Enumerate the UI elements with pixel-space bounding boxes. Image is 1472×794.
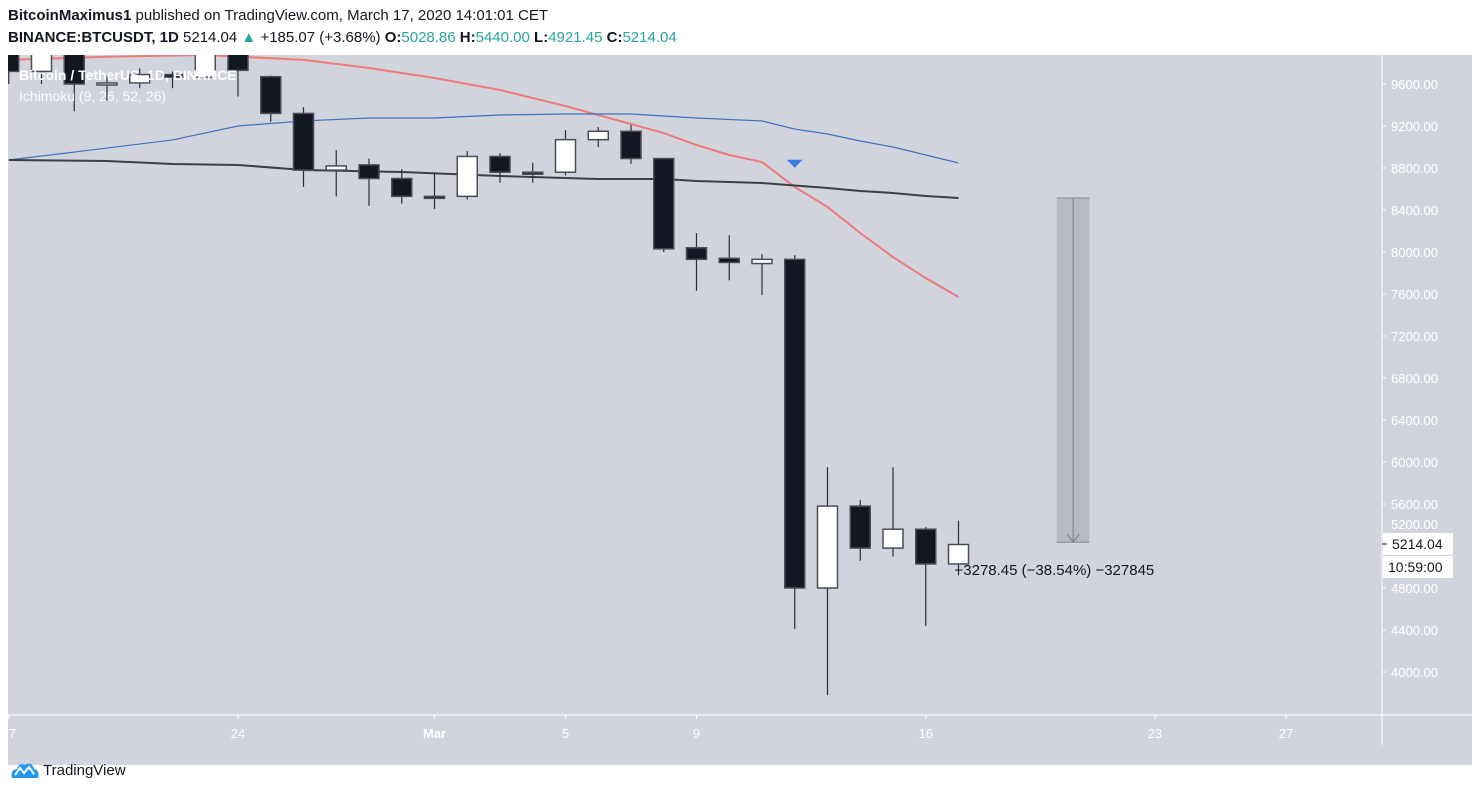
y-tick-label: 6400.00 <box>1391 413 1438 428</box>
y-tick-label: 9600.00 <box>1391 77 1438 92</box>
x-tick-label: 27 <box>1279 726 1293 741</box>
close-value: 5214.04 <box>622 29 677 46</box>
x-tick-label: 16 <box>919 726 933 741</box>
low-value: 4921.45 <box>548 29 603 46</box>
candle-body <box>522 171 544 175</box>
y-tick-label: 5600.00 <box>1391 497 1438 512</box>
candle-body <box>227 55 249 72</box>
publish-line: BitcoinMaximus1 published on TradingView… <box>8 7 548 24</box>
y-tick-label: 6800.00 <box>1391 371 1438 386</box>
y-tick-label: 4000.00 <box>1391 665 1438 680</box>
candle-body <box>849 505 871 549</box>
candle-body <box>685 247 708 261</box>
candle-body <box>456 155 478 198</box>
x-tick-label: 5 <box>562 726 569 741</box>
author[interactable]: BitcoinMaximus1 <box>8 7 132 24</box>
high-value: 5440.00 <box>475 29 530 46</box>
ichimoku-line-3 <box>8 159 959 200</box>
x-tick-label: 23 <box>1148 726 1162 741</box>
ichimoku-line-2 <box>8 113 959 164</box>
candle-body <box>751 258 773 265</box>
y-tick-label: 4400.00 <box>1391 623 1438 638</box>
candle-body <box>8 55 20 73</box>
current-price-label: 5214.04 <box>1392 536 1443 552</box>
candle-body <box>292 112 315 171</box>
symbol: BINANCE:BTCUSDT, 1D <box>8 29 179 46</box>
y-tick-label: 9200.00 <box>1391 119 1438 134</box>
y-tick-label: 8400.00 <box>1391 203 1438 218</box>
candle-body <box>260 75 282 115</box>
tradingview-logo[interactable]: TradingView <box>10 760 126 780</box>
y-tick-label: 8000.00 <box>1391 245 1438 260</box>
open-value: 5028.86 <box>401 29 456 46</box>
candle-body <box>358 164 380 180</box>
candle-body <box>587 130 609 141</box>
candle-body <box>194 55 216 78</box>
countdown-label: 10:59:00 <box>1388 559 1443 575</box>
last-price: 5214.04 <box>183 29 238 46</box>
countdown-box <box>1383 556 1453 578</box>
y-tick-label: 7600.00 <box>1391 287 1438 302</box>
published-info: published on TradingView.com, March 17, … <box>135 7 549 24</box>
series-legend[interactable]: Bitcoin / TetherUS, 1D, BINANCE <box>19 67 237 83</box>
chart-background <box>8 55 1472 765</box>
brand-name: TradingView <box>43 761 126 779</box>
candle-body <box>947 543 970 565</box>
open-label: O: <box>384 29 402 46</box>
close-label: C: <box>606 29 623 46</box>
triangle-down-icon <box>786 159 803 168</box>
candle-body <box>489 155 511 173</box>
current-price-box <box>1383 533 1453 555</box>
candle-body <box>915 528 937 565</box>
y-tick-label: 7200.00 <box>1391 329 1438 344</box>
candle-body <box>63 55 85 85</box>
candle-body <box>391 177 413 198</box>
candle-body <box>653 157 675 250</box>
candle-body <box>423 195 446 200</box>
y-tick-label: 4800.00 <box>1391 581 1438 596</box>
x-tick-label: 9 <box>693 726 700 741</box>
plot-area <box>8 55 1090 696</box>
price-change: +185.07 (+3.68%) <box>260 29 381 46</box>
y-tick-label: 6000.00 <box>1391 455 1438 470</box>
candle-body <box>620 130 642 160</box>
high-label: H: <box>459 29 476 46</box>
candle-body <box>129 73 151 84</box>
candle-body <box>96 82 118 86</box>
candle-body <box>30 55 53 73</box>
y-tick-label: 8800.00 <box>1391 161 1438 176</box>
measure-label: −3278.45 (−38.54%) −327845 <box>955 562 1155 579</box>
candle-body <box>554 138 577 173</box>
low-label: L: <box>534 29 549 46</box>
indicator-legend[interactable]: Ichimoku (9, 26, 52, 26) <box>19 88 167 104</box>
candle-body <box>784 258 806 589</box>
candle-body <box>718 257 740 264</box>
candle-body <box>325 165 347 171</box>
x-tick-label: 24 <box>231 726 245 741</box>
tradingview-logo-icon <box>11 763 39 778</box>
x-tick-label: 17 <box>2 726 16 741</box>
ichimoku-line-1 <box>8 55 960 298</box>
ohlc-line: BINANCE:BTCUSDT, 1D 5214.04 ▲ +185.07 (+… <box>8 29 677 46</box>
candle-body <box>882 528 904 549</box>
y-tick-label: 5200.00 <box>1391 517 1438 532</box>
x-tick-label: Mar <box>423 726 446 741</box>
triangle-up-icon: ▲ <box>241 29 257 46</box>
candle-body <box>161 73 184 78</box>
candle-body <box>816 505 839 589</box>
